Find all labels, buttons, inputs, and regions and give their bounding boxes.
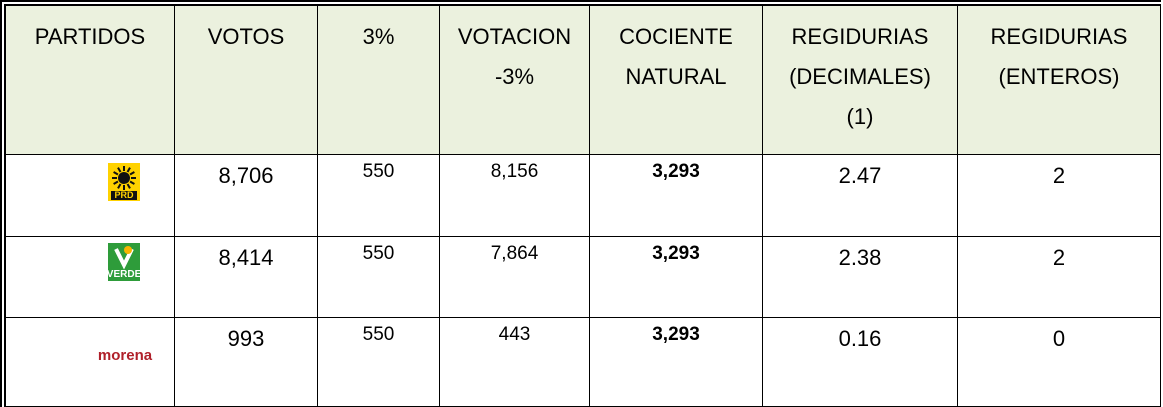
data-cell: 8,706 [175,155,318,237]
data-cell: 8,414 [175,237,318,318]
header-text: (1) [846,104,874,129]
data-cell: 3,293 [590,155,763,237]
header-text: REGIDURIAS [791,24,929,49]
data-cell: 443 [440,318,590,407]
data-cell: 2 [958,237,1161,318]
header-text: 3% [362,24,395,49]
header-cell: REGIDURIAS (ENTEROS) [958,6,1161,155]
header-text: VOTACION [457,24,572,49]
party-logo: VERDE [108,243,140,281]
header-cell: REGIDURIAS (DECIMALES) (1) [763,6,958,155]
header-text: REGIDURIAS [990,24,1128,49]
data-cell: 8,156 [440,155,590,237]
header-text: PARTIDOS [34,24,146,49]
header-text: VOTOS [207,24,285,49]
header-text: COCIENTE [619,24,733,49]
header-cell: VOTOS [175,6,318,155]
party-logo: morena [98,347,153,364]
header-cell: VOTACION -3% [440,6,590,155]
header-text: NATURAL [625,64,727,89]
party-name: VERDE [108,269,140,280]
data-cell: 7,864 [440,237,590,318]
party-cell [6,155,175,237]
data-cell: 2.47 [763,155,958,237]
header-text: (ENTEROS) [998,64,1120,89]
data-cell: 550 [318,155,440,237]
party-name: morena [98,347,153,364]
data-cell: 3,293 [590,237,763,318]
data-cell: 0 [958,318,1161,407]
header-text: -3% [494,64,535,89]
header-text: (DECIMALES) [789,64,931,89]
header-cell: PARTIDOS [6,6,175,155]
data-cell: 550 [318,237,440,318]
data-cell: 2.38 [763,237,958,318]
party-logo: PRD [108,163,140,201]
header-cell: 3% [318,6,440,155]
party-cell [6,237,175,318]
data-cell: 993 [175,318,318,407]
data-cell: 550 [318,318,440,407]
data-cell: 3,293 [590,318,763,407]
data-cell: 0.16 [763,318,958,407]
header-cell: COCIENTE NATURAL [590,6,763,155]
party-name: PRD [114,190,134,200]
data-cell: 2 [958,155,1161,237]
